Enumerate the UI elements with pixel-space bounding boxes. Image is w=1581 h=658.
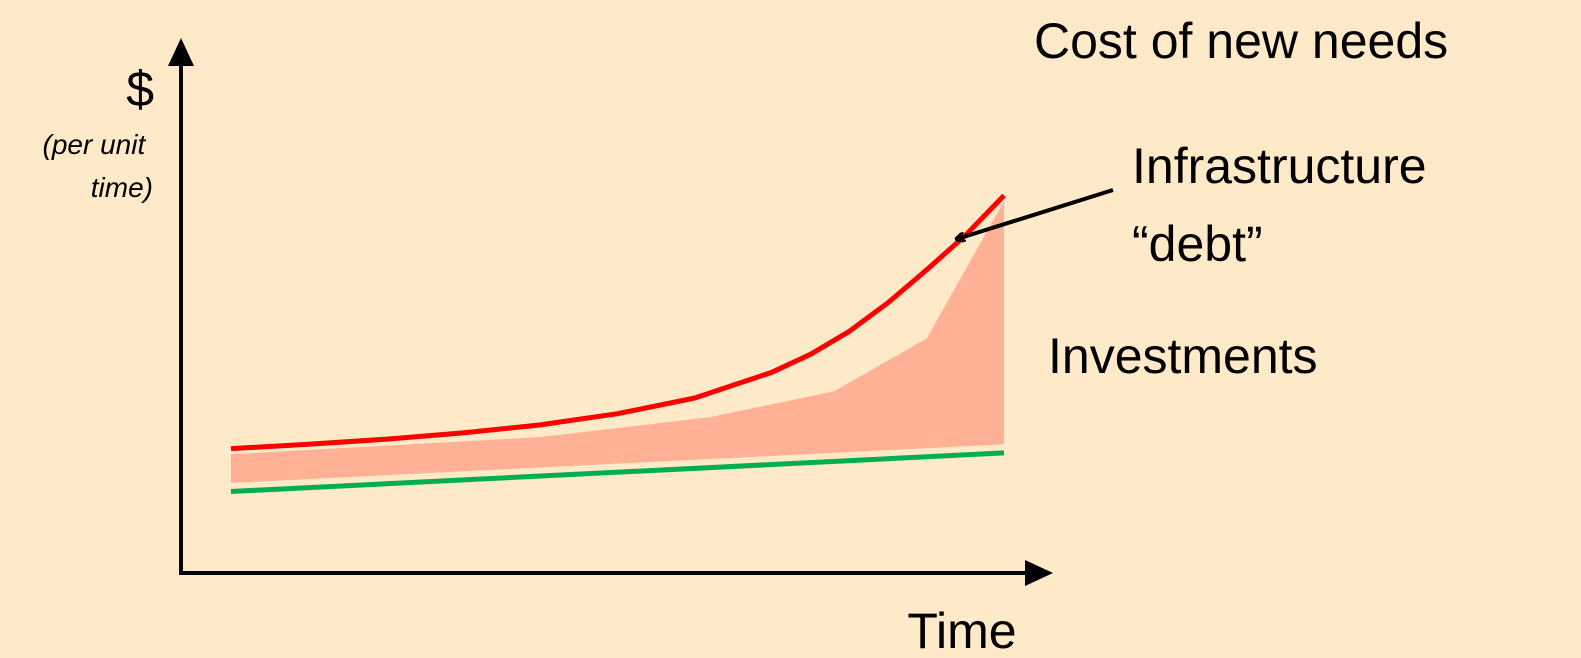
- y-axis-arrow-icon: [168, 38, 194, 66]
- y-axis-note-line-2: time): [91, 172, 153, 203]
- band-label-infrastructure-debt: Infrastructure “debt”: [1132, 138, 1440, 272]
- y-axis-label: $: [126, 61, 154, 117]
- band-label-line-2: “debt”: [1132, 216, 1263, 272]
- x-axis-label: Time: [907, 603, 1016, 658]
- series-line-cost-of-new-needs: [230, 193, 1006, 452]
- plot-area: [230, 193, 1006, 494]
- x-axis-arrow-icon: [1025, 560, 1053, 586]
- y-axis-note: (per unit time): [43, 129, 154, 203]
- legend-investments: Investments: [1048, 328, 1318, 384]
- band-label-line-1: Infrastructure: [1132, 138, 1427, 194]
- debt-annotation-arrow: [957, 188, 1114, 239]
- legend-cost-of-new-needs: Cost of new needs: [1034, 13, 1448, 69]
- debt-band-area: [231, 201, 1004, 483]
- y-axis-note-line-1: (per unit: [43, 129, 147, 160]
- series-line-investments: [230, 450, 1005, 494]
